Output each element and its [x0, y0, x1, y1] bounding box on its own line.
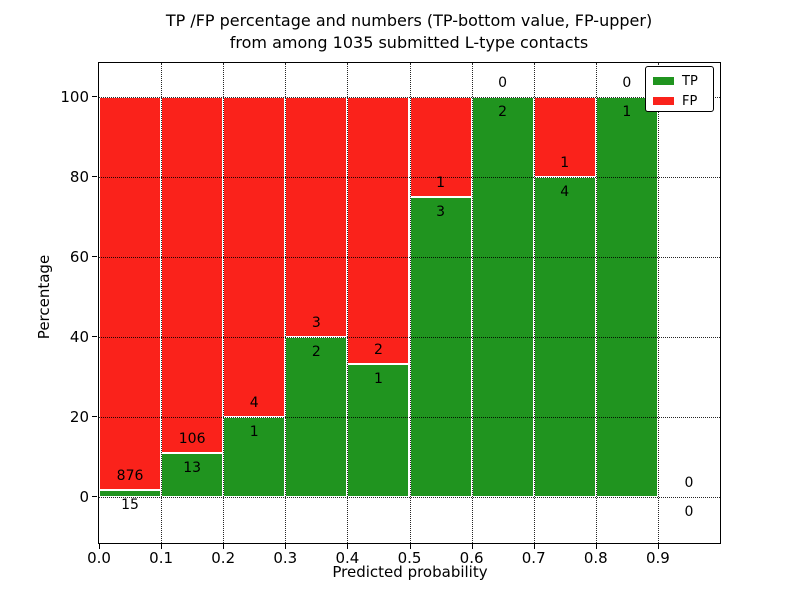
y-tick-label: 80 — [69, 168, 89, 186]
x-tick-label: 0.4 — [335, 549, 360, 567]
x-tick — [223, 544, 225, 549]
bar-segment-tp — [595, 97, 658, 497]
tp-count-label: 15 — [121, 497, 139, 514]
x-tick — [99, 544, 100, 549]
tp-count-label: 2 — [311, 344, 321, 360]
y-tick-label: 0 — [79, 488, 89, 506]
legend: TP FP — [645, 66, 714, 112]
v-gridline — [595, 63, 597, 543]
fp-count-label: 4 — [249, 395, 259, 411]
x-tick-label: 0.3 — [273, 549, 298, 567]
bar-segment-fp — [99, 97, 162, 491]
bar-segment-fp — [347, 97, 410, 364]
bar-segment-tp — [99, 490, 162, 497]
v-gridline — [347, 63, 349, 543]
fp-count-label: 2 — [373, 341, 383, 358]
fp-count-label: 106 — [178, 431, 206, 448]
y-tick — [92, 336, 97, 338]
x-tick — [409, 544, 411, 549]
tp-count-label: 1 — [249, 424, 259, 440]
x-tick-label: 0.1 — [149, 549, 174, 567]
v-gridline — [223, 63, 225, 543]
fp-count-label: 1 — [436, 175, 446, 191]
y-tick-label: 100 — [60, 88, 89, 106]
y-tick-label: 20 — [69, 408, 89, 426]
y-tick-label: 60 — [69, 248, 89, 266]
v-gridline — [471, 63, 473, 543]
fp-count-label: 0 — [622, 75, 632, 91]
v-gridline — [533, 63, 535, 543]
x-tick-label: 0.7 — [521, 549, 546, 567]
x-tick — [285, 544, 287, 549]
x-tick-label: 0.0 — [87, 549, 111, 567]
x-tick-label: 0.8 — [583, 549, 608, 567]
chart-title-line1: TP /FP percentage and numbers (TP-bottom… — [165, 11, 653, 30]
x-axis-label: Predicted probability — [332, 563, 488, 581]
v-gridline — [657, 63, 659, 543]
bar-segment-tp — [161, 453, 224, 497]
fp-count-label: 0 — [684, 475, 694, 491]
x-tick-label: 0.2 — [211, 549, 236, 567]
fp-count-label: 1 — [560, 155, 570, 171]
tp-count-label: 4 — [560, 184, 570, 200]
fp-count-label: 876 — [116, 468, 144, 485]
v-gridline — [161, 63, 163, 543]
legend-item-fp: FP — [653, 92, 713, 110]
tp-count-label: 1 — [373, 370, 383, 387]
y-tick-label: 40 — [69, 328, 89, 346]
legend-label-tp: TP — [682, 73, 698, 89]
y-tick — [92, 496, 97, 498]
tp-count-label: 13 — [183, 460, 202, 477]
y-tick — [92, 256, 97, 258]
bar-segment-fp — [533, 97, 596, 177]
x-tick-label: 0.6 — [459, 549, 484, 567]
x-tick-label: 0.9 — [645, 549, 670, 567]
y-tick — [92, 96, 97, 98]
legend-item-tp: TP — [653, 72, 713, 90]
x-tick-label: 0.5 — [397, 549, 422, 567]
legend-label-fp: FP — [682, 93, 698, 109]
tp-count-label: 1 — [622, 104, 632, 120]
x-tick — [657, 544, 659, 549]
fp-count-label: 3 — [311, 315, 321, 331]
fp-count-label: 0 — [498, 75, 508, 91]
tp-count-label: 2 — [498, 104, 508, 120]
bar-segment-tp — [409, 197, 472, 497]
x-tick — [161, 544, 163, 549]
x-tick — [533, 544, 535, 549]
v-gridline — [409, 63, 411, 543]
bar-segment-fp — [409, 97, 472, 197]
chart-title-line2: from among 1035 submitted L-type contact… — [229, 33, 589, 52]
x-tick — [595, 544, 597, 549]
tp-swatch-icon — [653, 77, 674, 85]
v-gridline — [285, 63, 287, 543]
y-axis-label: Percentage — [35, 254, 53, 340]
y-tick — [92, 416, 97, 418]
tp-count-label: 3 — [436, 204, 446, 220]
y-tick — [92, 176, 97, 178]
plot-area: 0.0 0.1 0.2 0.3 0.4 0.5 0.6 0.7 0.8 0.9 0 20 40 60 80 1… — [60, 62, 721, 567]
fp-swatch-icon — [653, 97, 674, 105]
x-tick — [471, 544, 473, 549]
bar-segment-fp — [161, 97, 224, 454]
chart-title: TP /FP percentage and numbers (TP-bottom… — [0, 10, 800, 54]
x-tick — [347, 544, 349, 549]
bar-segment-tp — [471, 97, 534, 497]
bar-segment-fp — [285, 97, 348, 337]
tp-count-label: 0 — [684, 504, 694, 520]
